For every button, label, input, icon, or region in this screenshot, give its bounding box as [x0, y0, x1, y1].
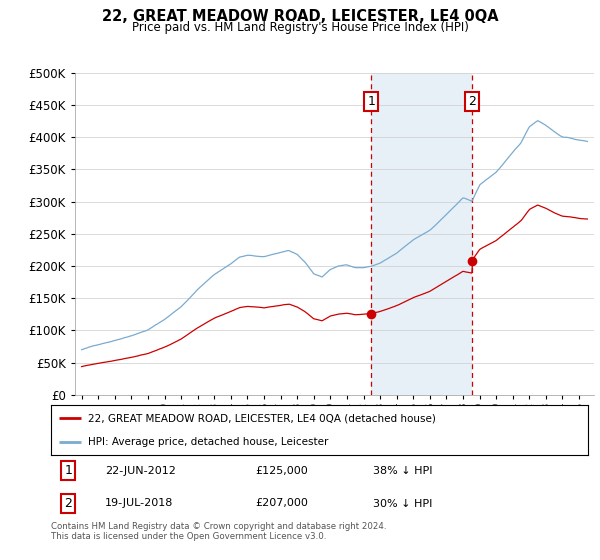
Text: 1: 1	[64, 464, 73, 477]
Text: 22-JUN-2012: 22-JUN-2012	[105, 466, 176, 476]
Text: 22, GREAT MEADOW ROAD, LEICESTER, LE4 0QA (detached house): 22, GREAT MEADOW ROAD, LEICESTER, LE4 0Q…	[88, 413, 436, 423]
Text: 2: 2	[468, 95, 476, 108]
Text: HPI: Average price, detached house, Leicester: HPI: Average price, detached house, Leic…	[88, 437, 328, 447]
Text: 30% ↓ HPI: 30% ↓ HPI	[373, 498, 433, 508]
Bar	[371, 73, 472, 395]
Text: 38% ↓ HPI: 38% ↓ HPI	[373, 466, 433, 476]
Text: 19-JUL-2018: 19-JUL-2018	[105, 498, 173, 508]
Text: 22, GREAT MEADOW ROAD, LEICESTER, LE4 0QA: 22, GREAT MEADOW ROAD, LEICESTER, LE4 0Q…	[101, 9, 499, 24]
Text: £207,000: £207,000	[255, 498, 308, 508]
Text: 1: 1	[367, 95, 375, 108]
Text: Contains HM Land Registry data © Crown copyright and database right 2024.
This d: Contains HM Land Registry data © Crown c…	[51, 522, 386, 542]
Text: £125,000: £125,000	[255, 466, 308, 476]
Text: 2: 2	[64, 497, 73, 510]
Text: Price paid vs. HM Land Registry's House Price Index (HPI): Price paid vs. HM Land Registry's House …	[131, 21, 469, 34]
